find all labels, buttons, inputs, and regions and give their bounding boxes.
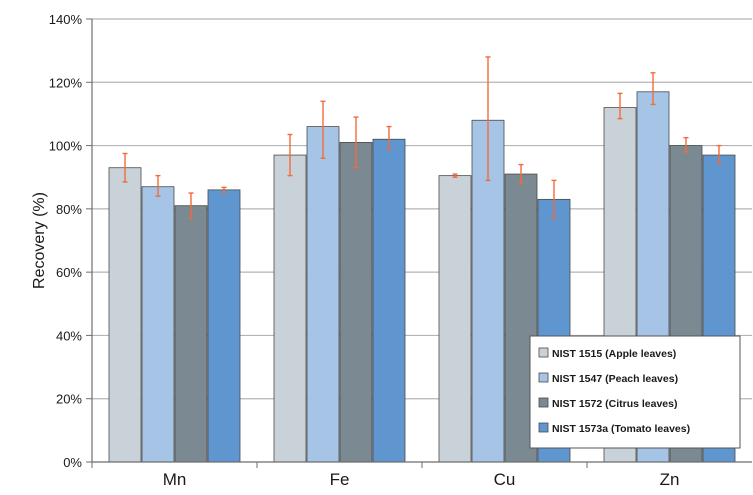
y-tick-label: 20%: [56, 392, 82, 407]
legend-label: NIST 1572 (Citrus leaves): [552, 398, 677, 410]
y-tick-label: 100%: [49, 139, 83, 154]
legend-label: NIST 1547 (Peach leaves): [552, 373, 678, 385]
y-axis-title: Recovery (%): [31, 192, 48, 289]
bar: [438, 175, 472, 463]
bar: [174, 205, 208, 463]
bar: [141, 186, 175, 463]
y-tick-label: 120%: [49, 75, 83, 90]
x-tick-label: Cu: [494, 470, 516, 489]
legend-swatch: [538, 372, 549, 383]
error-bars-layer: [122, 56, 722, 220]
legend-label: NIST 1515 (Apple leaves): [552, 348, 676, 360]
bar: [339, 142, 373, 463]
legend-box: [529, 335, 741, 449]
y-tick-label: 60%: [56, 265, 82, 280]
axis-labels: 0% 20% 40% 60% 80% 100% 120% 140% Mn Fe Cu Zn Recove…: [31, 12, 679, 489]
bar: [306, 126, 340, 463]
y-tick-label: 140%: [49, 12, 83, 27]
legend: NIST 1515 (Apple leaves) NIST 1547 (Peach…: [529, 335, 741, 449]
y-tick-label: 0%: [63, 455, 82, 470]
x-tick-label: Mn: [163, 470, 187, 489]
y-tick-label: 80%: [56, 202, 82, 217]
bar: [372, 138, 406, 463]
legend-swatch: [538, 397, 549, 408]
legend-label: NIST 1573a (Tomato leaves): [552, 423, 690, 435]
x-tick-label: Fe: [330, 470, 350, 489]
legend-swatch: [538, 347, 549, 358]
x-tick-label: Zn: [660, 470, 680, 489]
bar: [273, 154, 307, 463]
axes: [86, 18, 752, 468]
y-tick-label: 40%: [56, 328, 82, 343]
legend-swatch: [538, 422, 549, 433]
bar: [207, 189, 241, 463]
bar: [108, 167, 142, 463]
